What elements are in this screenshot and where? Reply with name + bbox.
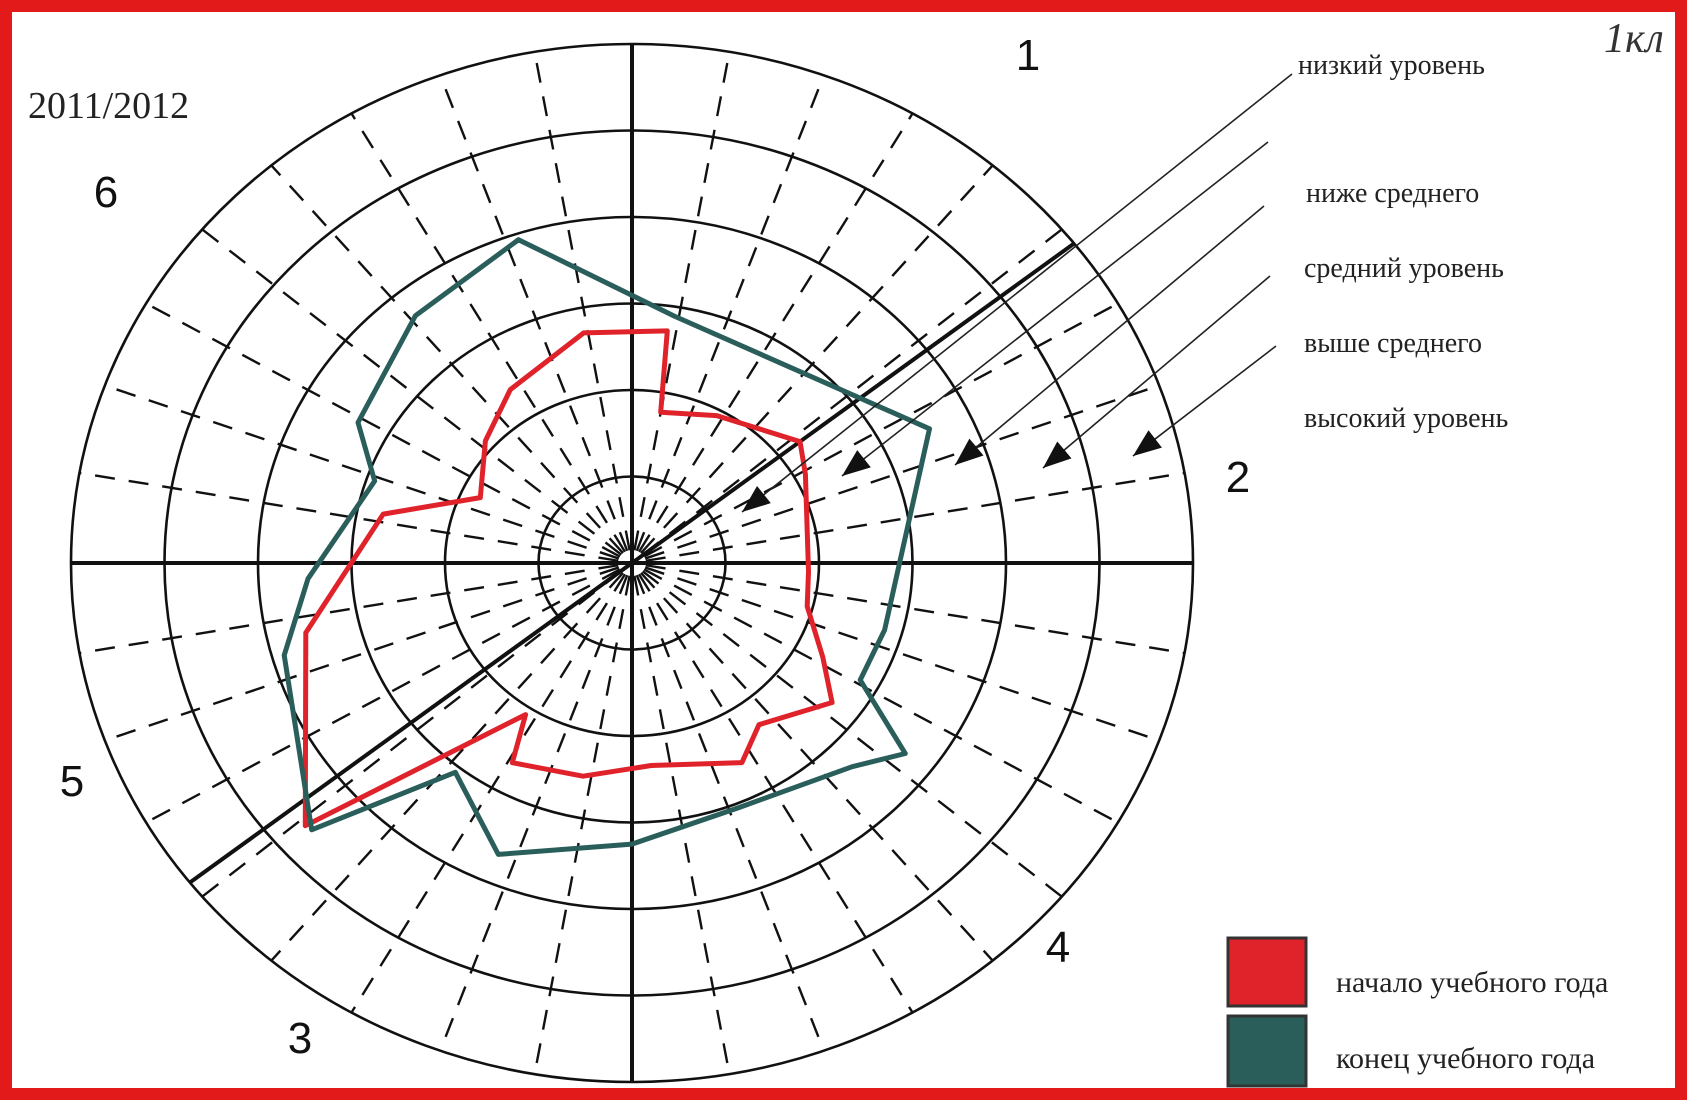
sub-spoke-line <box>643 568 1119 824</box>
level-pointer-line <box>1132 345 1277 457</box>
level-pointer-arrowhead <box>1043 441 1072 468</box>
level-pointer-line <box>741 73 1293 513</box>
sub-spoke-line <box>201 228 622 556</box>
sub-spoke-line <box>350 573 627 1014</box>
corner-note: 1кл <box>1604 16 1664 62</box>
level-pointer-line <box>954 205 1265 466</box>
sub-spoke-line <box>644 566 1160 742</box>
sub-spoke-line <box>533 51 631 551</box>
legend-swatch-end <box>1226 1014 1308 1088</box>
sector-label-3: 3 <box>288 1014 312 1063</box>
sector-label-5: 5 <box>60 757 84 806</box>
legend-label-end: конец учебного года <box>1336 1042 1595 1075</box>
sub-spoke-line <box>644 384 1160 560</box>
sector-label-6: 6 <box>94 168 118 217</box>
sub-spoke-line <box>145 568 621 824</box>
sub-spoke-line <box>201 570 622 898</box>
main-axis-line <box>188 241 1076 885</box>
sub-spoke-line <box>79 564 619 655</box>
sector-label-4: 4 <box>1046 923 1070 972</box>
sub-spoke-line <box>104 384 620 560</box>
sub-spoke-line <box>145 302 621 558</box>
sub-spoke-line <box>643 302 1119 558</box>
sub-spoke-line <box>642 228 1063 556</box>
sector-label-2: 2 <box>1226 453 1250 502</box>
level-label-above-average: выше среднего <box>1304 328 1482 359</box>
level-label-high: высокий уровень <box>1304 403 1508 434</box>
legend-label-start: начало учебного года <box>1336 966 1608 999</box>
sub-spoke-line <box>640 572 994 962</box>
sub-spoke-line <box>104 566 620 742</box>
level-pointer-arrowhead <box>742 485 771 512</box>
sub-spoke-line <box>270 164 624 554</box>
sub-spoke-line <box>633 51 731 551</box>
main-axes <box>71 44 1193 1082</box>
sub-spoke-line <box>642 570 1063 898</box>
series-end-line <box>281 237 932 857</box>
sub-spoke-line <box>637 112 914 553</box>
sub-spoke-line <box>635 74 825 552</box>
sub-spoke-line <box>350 112 627 553</box>
legend-swatch-start <box>1226 936 1308 1008</box>
sub-spoke-line <box>533 575 631 1075</box>
level-label-below-average: ниже среднего <box>1306 178 1479 209</box>
sub-spoke-line <box>645 471 1185 562</box>
level-pointer-line <box>841 141 1269 477</box>
level-pointer-arrowhead <box>1133 430 1162 456</box>
series-layer <box>281 237 932 857</box>
sub-spoke-line <box>439 574 629 1052</box>
sub-spoke-line <box>439 74 629 552</box>
sector-label-1: 1 <box>1016 31 1040 80</box>
level-label-low: низкий уровень <box>1298 50 1485 81</box>
sub-spokes <box>79 51 1185 1075</box>
sub-spoke-line <box>640 164 994 554</box>
year-label: 2011/2012 <box>28 85 189 127</box>
level-pointers <box>741 73 1293 513</box>
sub-spoke-line <box>270 572 624 962</box>
level-label-average: средний уровень <box>1304 253 1504 284</box>
sub-spoke-line <box>637 573 914 1014</box>
level-pointer-line <box>1042 275 1271 469</box>
series-start-line <box>302 328 835 829</box>
sub-spoke-line <box>645 564 1185 655</box>
level-pointer-arrowhead <box>842 450 871 476</box>
level-pointer-arrowhead <box>955 438 984 465</box>
